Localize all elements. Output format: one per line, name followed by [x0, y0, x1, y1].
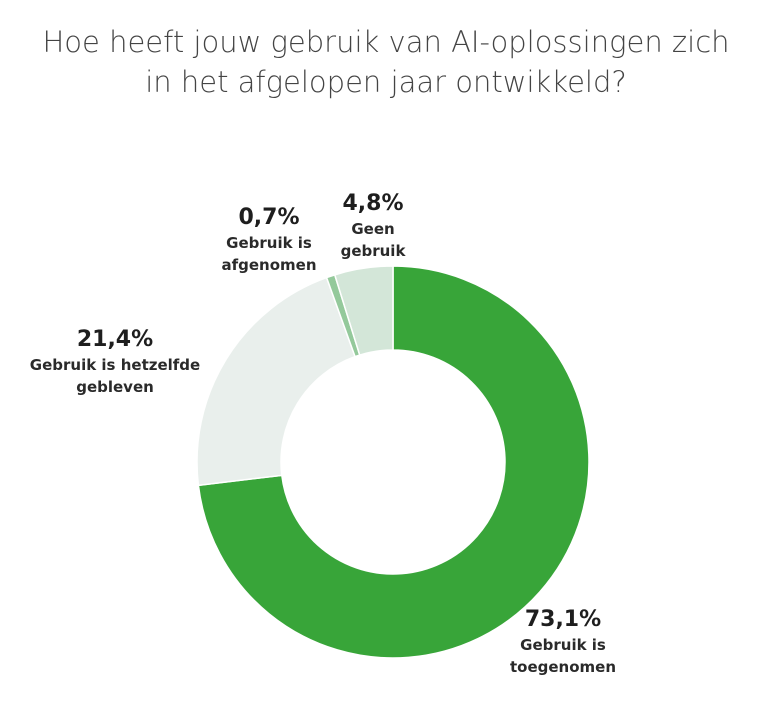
label-no-use-value: 4,8%: [342, 191, 404, 216]
slice-increased: [197, 265, 590, 659]
label-decreased-value: 0,7%: [238, 205, 300, 230]
label-same-text-1: Gebruik is hetzelfde: [29, 356, 201, 374]
label-same-value: 21,4%: [76, 327, 154, 352]
label-decreased: 0,7% Gebruik is afgenomen: [206, 204, 332, 276]
chart-title-line-1: Hoe heeft jouw gebruik van AI-oplossinge…: [42, 25, 730, 59]
label-increased-value: 73,1%: [524, 607, 602, 632]
slice-no-use: [333, 265, 394, 356]
label-decreased-text-2: afgenomen: [221, 256, 317, 274]
chart-title-line-2: in het afgelopen jaar ontwikkeld?: [145, 65, 627, 99]
label-same-text-2: gebleven: [76, 378, 154, 396]
label-decreased-text-1: Gebruik is: [226, 234, 312, 252]
label-same: 21,4% Gebruik is hetzelfde gebleven: [10, 326, 220, 398]
label-increased-text-2: toegenomen: [509, 658, 617, 676]
slice-same: [196, 276, 357, 487]
label-no-use: 4,8% Geen gebruik: [318, 190, 428, 262]
label-increased: 73,1% Gebruik is toegenomen: [488, 606, 638, 678]
donut-slices: [196, 265, 590, 659]
label-increased-text-1: Gebruik is: [520, 636, 606, 654]
label-no-use-text-2: gebruik: [340, 242, 406, 260]
chart-title: Hoe heeft jouw gebruik van AI-oplossinge…: [0, 22, 772, 102]
label-no-use-text-1: Geen: [351, 220, 395, 238]
